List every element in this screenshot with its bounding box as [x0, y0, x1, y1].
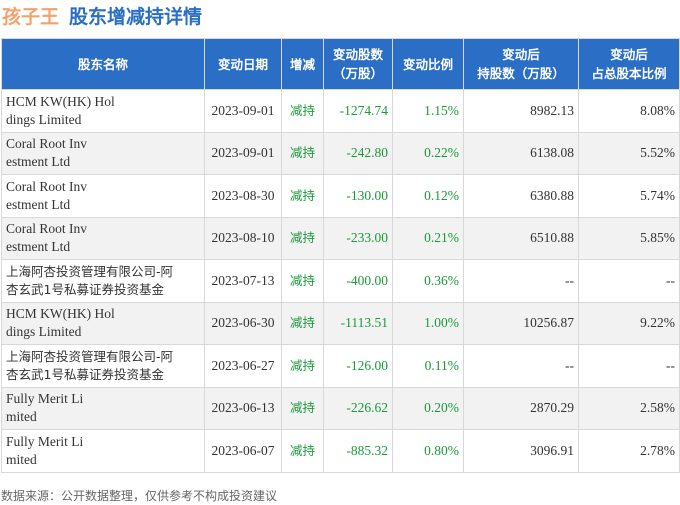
cell-date: 2023-06-30 — [204, 301, 282, 345]
cell-name: 上海阿杏投资管理有限公司-阿 杏玄武1号私募证券投资基金 — [1, 259, 205, 303]
column-header: 增减 — [281, 38, 324, 90]
column-header: 变动股数 （万股） — [323, 38, 393, 90]
cell-date: 2023-09-01 — [204, 131, 282, 175]
shareholder-table: 股东名称 变动日期 增减 变动股数 （万股） 变动比例 变动后 持股数（万股） 变动后 占总… — [1, 38, 680, 473]
cell-name: Coral Root Inv estment Ltd — [1, 131, 205, 175]
table-row: Coral Root Inv estment Ltd 2023-08-10 减持 -2… — [1, 216, 680, 260]
cell-name: HCM KW(HK) Hol dings Limited — [1, 89, 205, 133]
cell-type: 减持 — [281, 344, 324, 388]
cell-pct: 5.52% — [578, 131, 680, 175]
cell-type: 减持 — [281, 429, 324, 473]
cell-shares: -1274.74 — [323, 89, 393, 133]
cell-type: 减持 — [281, 216, 324, 260]
company-name: 孩子王 — [2, 6, 60, 28]
cell-date: 2023-08-10 — [204, 216, 282, 260]
cell-type: 减持 — [281, 131, 324, 175]
table-row: Fully Merit Li mited 2023-06-07 减持 -885.32 0… — [1, 429, 680, 473]
cell-name: Coral Root Inv estment Ltd — [1, 174, 205, 218]
cell-pct: -- — [578, 344, 680, 388]
cell-date: 2023-09-01 — [204, 89, 282, 133]
cell-pct: 2.78% — [578, 429, 680, 473]
cell-name: HCM KW(HK) Hol dings Limited — [1, 301, 205, 345]
cell-after: 6510.88 — [463, 216, 579, 260]
cell-ratio: 0.11% — [392, 344, 464, 388]
table-row: Coral Root Inv estment Ltd 2023-08-30 减持 -1… — [1, 174, 680, 218]
column-header: 变动日期 — [204, 38, 282, 90]
cell-date: 2023-06-27 — [204, 344, 282, 388]
source-note: 数据来源：公开数据整理，仅供参考不构成投资建议 — [1, 489, 278, 503]
cell-after: 6380.88 — [463, 174, 579, 218]
cell-name: 上海阿杏投资管理有限公司-阿 杏玄武1号私募证券投资基金 — [1, 344, 205, 388]
cell-name: Fully Merit Li mited — [1, 386, 205, 430]
cell-after: -- — [463, 259, 579, 303]
cell-pct: 2.58% — [578, 386, 680, 430]
cell-ratio: 0.36% — [392, 259, 464, 303]
cell-ratio: 0.80% — [392, 429, 464, 473]
cell-ratio: 0.12% — [392, 174, 464, 218]
table-row: Coral Root Inv estment Ltd 2023-09-01 减持 -2… — [1, 131, 680, 175]
cell-type: 减持 — [281, 89, 324, 133]
cell-date: 2023-08-30 — [204, 174, 282, 218]
cell-after: 2870.29 — [463, 386, 579, 430]
table-row: HCM KW(HK) Hol dings Limited 2023-09-01 减持… — [1, 89, 680, 133]
table-row: HCM KW(HK) Hol dings Limited 2023-06-30 减持… — [1, 301, 680, 345]
cell-type: 减持 — [281, 301, 324, 345]
cell-date: 2023-06-13 — [204, 386, 282, 430]
cell-after: 3096.91 — [463, 429, 579, 473]
cell-type: 减持 — [281, 386, 324, 430]
cell-shares: -242.80 — [323, 131, 393, 175]
cell-name: Coral Root Inv estment Ltd — [1, 216, 205, 260]
cell-after: -- — [463, 344, 579, 388]
cell-after: 6138.08 — [463, 131, 579, 175]
cell-shares: -130.00 — [323, 174, 393, 218]
cell-pct: 5.85% — [578, 216, 680, 260]
cell-shares: -226.62 — [323, 386, 393, 430]
cell-name: Fully Merit Li mited — [1, 429, 205, 473]
column-header: 股东名称 — [1, 38, 205, 90]
title-text: 股东增减持详情 — [69, 6, 203, 28]
cell-type: 减持 — [281, 259, 324, 303]
cell-pct: 5.74% — [578, 174, 680, 218]
cell-ratio: 0.22% — [392, 131, 464, 175]
cell-pct: -- — [578, 259, 680, 303]
cell-ratio: 0.21% — [392, 216, 464, 260]
column-header: 变动后 持股数（万股） — [463, 38, 579, 90]
column-header: 变动比例 — [392, 38, 464, 90]
cell-shares: -233.00 — [323, 216, 393, 260]
table-row: 上海阿杏投资管理有限公司-阿 杏玄武1号私募证券投资基金 2023-06-27 减持… — [1, 344, 680, 388]
cell-after: 8982.13 — [463, 89, 579, 133]
cell-shares: -400.00 — [323, 259, 393, 303]
cell-shares: -126.00 — [323, 344, 393, 388]
cell-ratio: 1.00% — [392, 301, 464, 345]
cell-date: 2023-06-07 — [204, 429, 282, 473]
cell-pct: 8.08% — [578, 89, 680, 133]
cell-ratio: 0.20% — [392, 386, 464, 430]
cell-shares: -1113.51 — [323, 301, 393, 345]
cell-pct: 9.22% — [578, 301, 680, 345]
cell-shares: -885.32 — [323, 429, 393, 473]
page-title: 孩子王 股东增减持详情 — [2, 2, 202, 29]
column-header: 变动后 占总股本比例 — [578, 38, 680, 90]
cell-date: 2023-07-13 — [204, 259, 282, 303]
cell-after: 10256.87 — [463, 301, 579, 345]
cell-type: 减持 — [281, 174, 324, 218]
table-row: 上海阿杏投资管理有限公司-阿 杏玄武1号私募证券投资基金 2023-07-13 减持… — [1, 259, 680, 303]
table-row: Fully Merit Li mited 2023-06-13 减持 -226.62 0… — [1, 386, 680, 430]
cell-ratio: 1.15% — [392, 89, 464, 133]
